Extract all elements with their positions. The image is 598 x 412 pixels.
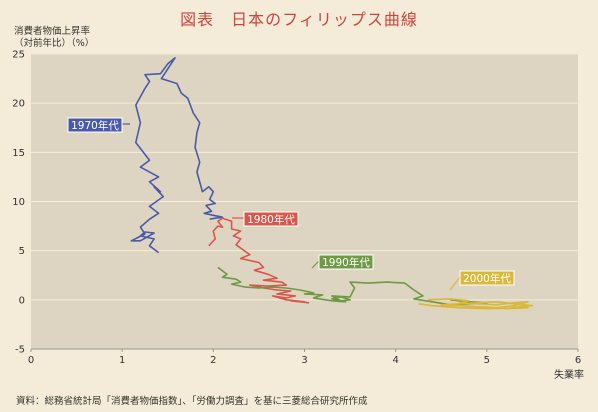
legend-label-4: 2000年代 [459, 270, 515, 286]
legend-label-2: 1980年代 [243, 211, 299, 227]
legend-text: 1990年代 [322, 256, 370, 269]
legend-leader-line [311, 260, 320, 269]
y-tick-label: 15 [12, 148, 25, 159]
y-axis-label-line-2: （対前年比）（%） [14, 38, 95, 49]
y-tick-label: 5 [19, 246, 25, 257]
legend-text: 1980年代 [247, 213, 295, 226]
x-tick-label: 1 [119, 355, 125, 366]
legend-label-3: 1990年代 [318, 254, 374, 270]
legend-text: 1970年代 [71, 119, 119, 132]
y-tick-label: -5 [15, 345, 25, 356]
legend-box [459, 270, 515, 286]
y-tick-label: 0 [19, 295, 25, 306]
legend-box [318, 254, 374, 270]
x-axis-label: 失業率 [554, 370, 584, 381]
x-tick-label: 0 [28, 355, 34, 366]
series-line-4 [418, 298, 534, 310]
chart-title: 図表 日本のフィリップス曲線 [180, 10, 418, 29]
y-axis-label: 消費者物価上昇率 （対前年比）（%） [14, 26, 94, 50]
x-tick-label: 5 [484, 355, 490, 366]
legend-box [243, 211, 299, 227]
series-line-3 [217, 266, 488, 306]
series-line-2 [208, 217, 310, 304]
legend-leader-line [449, 276, 461, 291]
x-tick-label: 4 [392, 355, 398, 366]
x-tick-label: 6 [575, 355, 581, 366]
source-note: 資料：総務省統計局「消費者物価指数」、「労働力調査」を基に三菱総合研究所作成 [16, 396, 368, 407]
y-axis-label-line-1: 消費者物価上昇率 [14, 26, 91, 37]
y-tick-label: 25 [12, 50, 25, 61]
x-tick-label: 2 [210, 355, 216, 366]
y-tick-label: 20 [12, 99, 25, 110]
x-tick-label: 3 [301, 355, 307, 366]
y-tick-label: 10 [12, 197, 25, 208]
legend-text: 2000年代 [463, 272, 511, 285]
series-line-1 [130, 57, 224, 254]
legend-label-1: 1970年代 [67, 117, 123, 133]
legend-box [67, 117, 123, 133]
